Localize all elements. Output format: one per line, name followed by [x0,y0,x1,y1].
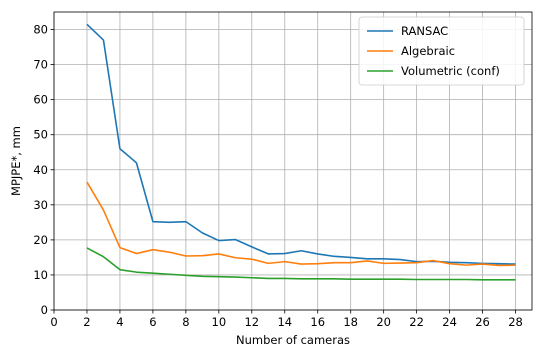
y-tick-label: 20 [33,233,48,247]
series-line-3 [86,247,516,281]
x-tick-label: 10 [212,315,227,329]
y-tick-label: 50 [33,128,48,142]
x-tick-label: 8 [182,315,189,329]
x-tick-label: 12 [244,315,259,329]
series-line-2 [86,181,516,267]
x-tick-label: 18 [343,315,358,329]
legend-label-2: Algebraic [401,44,455,58]
x-tick-label: 2 [83,315,90,329]
y-tick-label: 40 [33,163,48,177]
x-tick-label: 26 [475,315,490,329]
legend-label-3: Volumetric (conf) [401,64,500,78]
y-axis-label: MPJPE*, mm [9,126,23,196]
x-tick-label: 6 [149,315,156,329]
y-tick-label: 0 [41,303,48,317]
series-lines [86,23,516,281]
x-tick-label: 0 [50,315,57,329]
y-tick-label: 70 [33,58,48,72]
y-tick-label: 80 [33,23,48,37]
x-axis-label: Number of cameras [236,333,350,347]
y-tick-label: 30 [33,198,48,212]
x-tick-label: 16 [310,315,325,329]
y-tick-label: 60 [33,93,48,107]
x-tick-label: 4 [116,315,123,329]
legend-box [358,16,525,86]
plot-frame [53,11,533,311]
x-tick-label: 24 [442,315,457,329]
legend-label-1: RANSAC [401,24,448,38]
x-tick-label: 20 [376,315,391,329]
y-tick-label: 10 [33,268,48,282]
axis-ticks: 0 2 4 6 8 10 12 14 16 18 20 22 24 26 28010203040506070… [33,23,522,329]
x-tick-label: 14 [277,315,292,329]
legend: RANSAC Algebraic Volumetric (conf) [358,16,525,86]
x-tick-label: 28 [508,315,523,329]
x-tick-label: 22 [409,315,424,329]
